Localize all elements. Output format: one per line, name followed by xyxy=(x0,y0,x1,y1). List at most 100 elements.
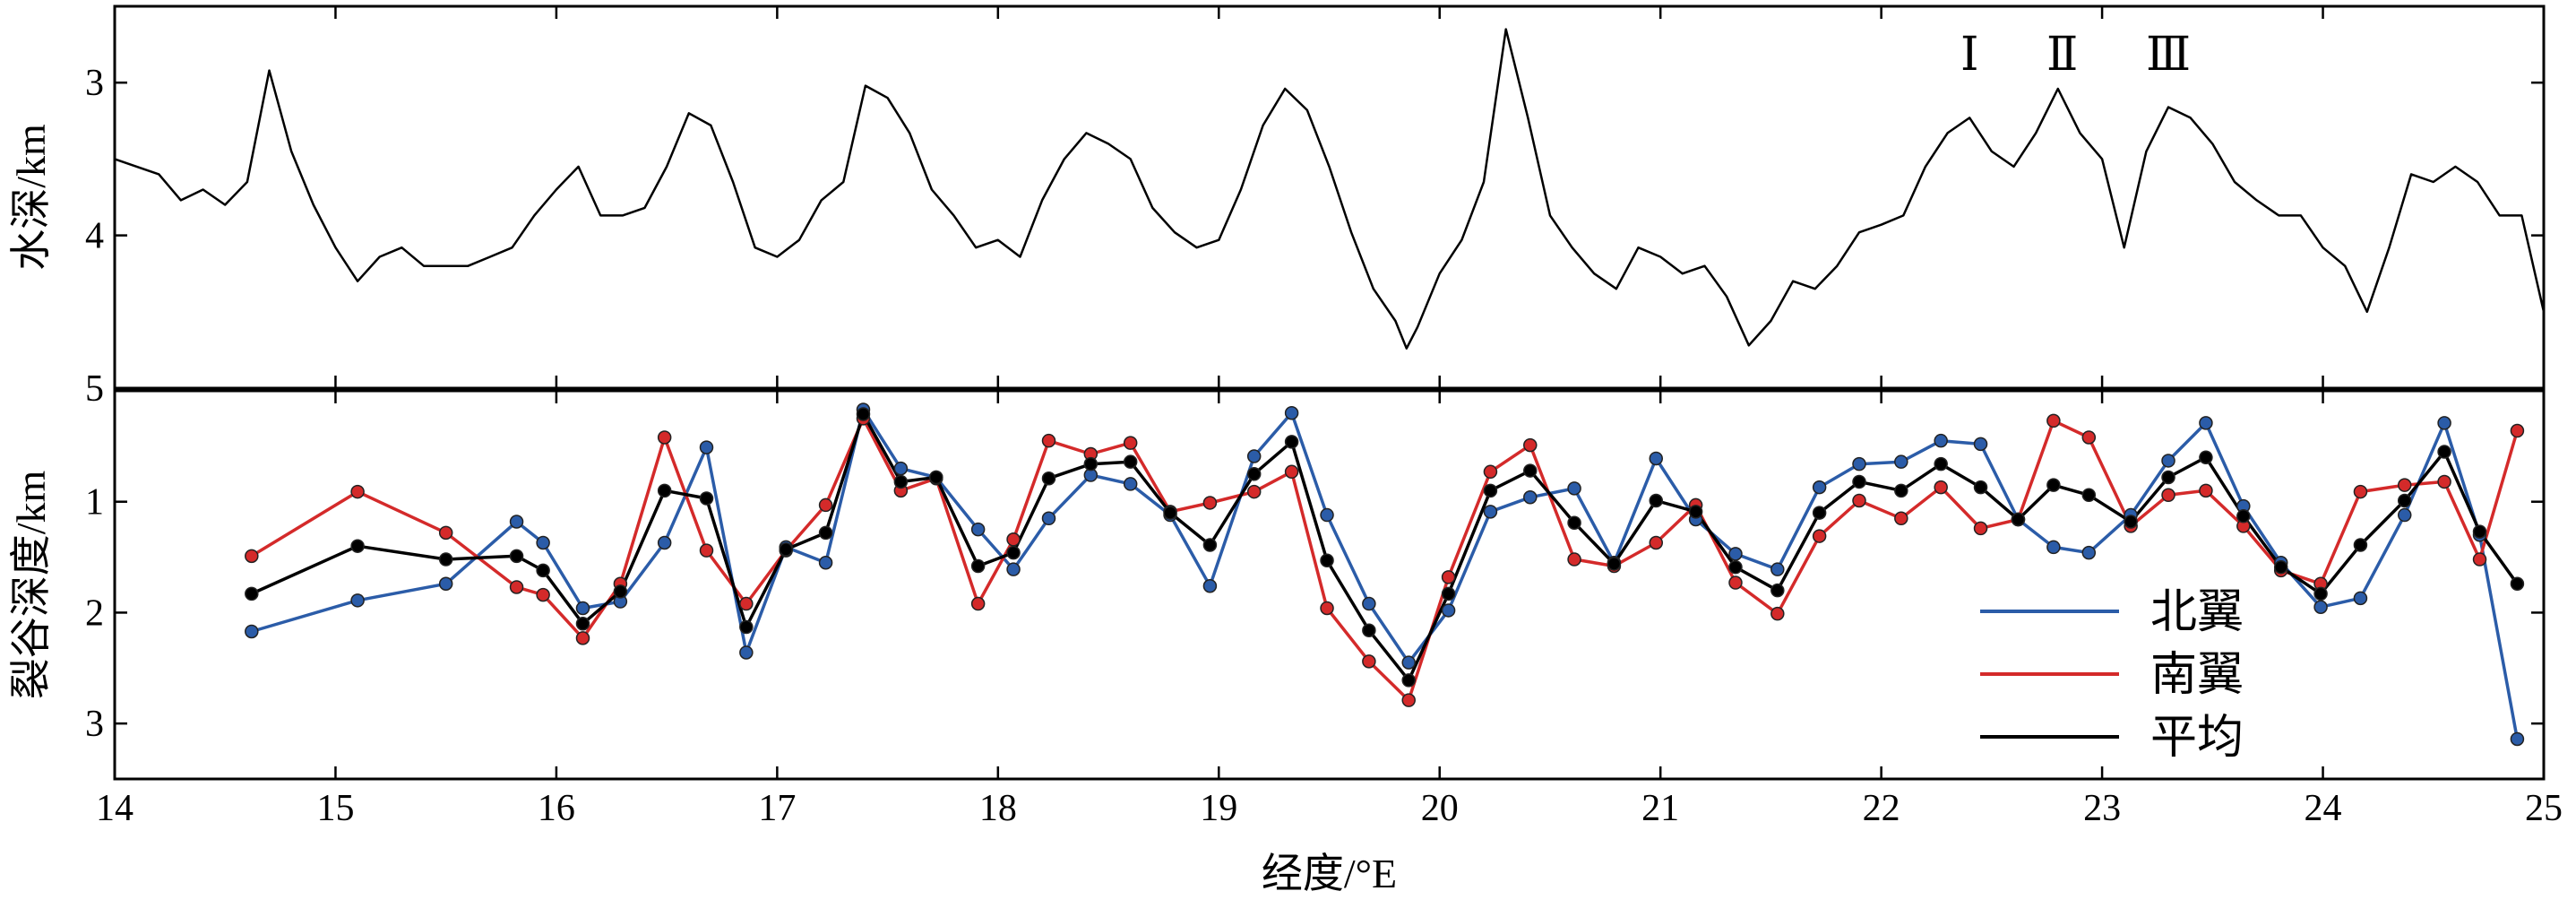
data-point xyxy=(1284,435,1299,449)
data-point xyxy=(1728,575,1743,590)
data-point xyxy=(509,549,524,564)
data-point xyxy=(1006,562,1021,576)
data-point xyxy=(2437,416,2451,430)
data-line xyxy=(114,28,2546,350)
data-point xyxy=(2353,538,2368,552)
x-tick-label: 24 xyxy=(2305,788,2342,829)
data-point xyxy=(1523,490,1538,505)
data-point xyxy=(1649,493,1664,508)
data-point xyxy=(575,617,590,631)
data-point xyxy=(779,542,793,557)
y-tick-label: 5 xyxy=(85,368,104,410)
data-point xyxy=(509,515,524,529)
data-point xyxy=(1483,464,1498,480)
x-tick-label: 15 xyxy=(316,788,354,829)
data-point xyxy=(818,556,833,570)
data-point xyxy=(2124,515,2138,529)
y-tick-label: 4 xyxy=(85,216,104,257)
x-tick-label: 17 xyxy=(758,788,796,829)
data-point xyxy=(1246,484,1262,499)
data-point xyxy=(536,563,550,578)
data-point xyxy=(2472,524,2487,539)
data-point xyxy=(1202,496,1218,510)
x-tick-label: 21 xyxy=(1641,788,1679,829)
data-point xyxy=(2273,559,2288,575)
data-point xyxy=(350,593,365,608)
data-point xyxy=(438,552,453,567)
data-point xyxy=(1934,456,1948,471)
data-point xyxy=(1483,505,1498,519)
data-point xyxy=(970,558,986,574)
data-point xyxy=(1284,464,1299,480)
data-point xyxy=(1523,437,1538,453)
data-point xyxy=(1523,463,1538,478)
data-point xyxy=(245,586,259,601)
data-point xyxy=(1973,521,1988,536)
x-tick-label: 14 xyxy=(96,788,134,829)
data-point xyxy=(1006,545,1021,560)
data-point xyxy=(1852,456,1866,471)
legend-label: 北翼 xyxy=(2150,587,2244,638)
plot-frame xyxy=(113,4,2546,390)
legend-label: 平均 xyxy=(2150,713,2244,764)
data-point xyxy=(2081,430,2097,445)
data-point xyxy=(2437,445,2451,459)
data-point xyxy=(245,624,259,639)
y-axis-label: 水深/km xyxy=(8,124,54,271)
data-point xyxy=(1006,532,1021,547)
data-point xyxy=(1812,506,1827,520)
data-point xyxy=(536,535,550,550)
data-point xyxy=(1973,437,1988,452)
data-point xyxy=(1812,480,1827,495)
data-point xyxy=(1852,474,1866,489)
data-point xyxy=(1246,467,1262,481)
data-point xyxy=(1649,451,1664,466)
annotation: Ⅰ xyxy=(1960,30,1979,81)
data-point xyxy=(856,407,871,421)
data-point xyxy=(893,474,909,489)
x-axis-label: 经度/°E xyxy=(1262,851,1397,896)
data-point xyxy=(1812,529,1827,543)
data-point xyxy=(1362,654,1376,669)
data-point xyxy=(1770,606,1785,621)
y-tick-label: 1 xyxy=(85,482,104,523)
data-point xyxy=(739,596,754,611)
data-point xyxy=(2199,450,2213,464)
data-point xyxy=(2397,478,2412,492)
data-point xyxy=(575,601,590,616)
data-point xyxy=(2011,512,2026,527)
data-point xyxy=(2397,507,2412,523)
legend-label: 南翼 xyxy=(2150,650,2244,701)
data-point xyxy=(536,587,550,602)
data-point xyxy=(350,539,365,553)
data-point xyxy=(1934,433,1948,448)
data-point xyxy=(1567,481,1581,496)
data-point xyxy=(818,525,833,541)
data-point xyxy=(1401,693,1416,707)
data-point xyxy=(2161,488,2175,503)
data-point xyxy=(1607,557,1622,571)
data-point xyxy=(2353,484,2368,499)
data-point xyxy=(1041,471,1056,486)
data-point xyxy=(657,483,672,498)
data-point xyxy=(1567,515,1581,530)
data-point xyxy=(1401,673,1416,688)
data-point xyxy=(2081,545,2097,560)
data-point xyxy=(2236,509,2251,523)
data-point xyxy=(1401,655,1416,670)
data-point xyxy=(1362,596,1376,611)
data-point xyxy=(1320,601,1334,616)
data-point xyxy=(1202,538,1218,552)
data-point xyxy=(1441,570,1456,584)
data-point xyxy=(1123,454,1138,469)
data-point xyxy=(1202,578,1218,593)
data-point xyxy=(1934,480,1948,495)
data-point xyxy=(438,576,453,592)
data-point xyxy=(1728,559,1743,575)
annotation: Ⅱ xyxy=(2046,30,2078,81)
x-tick-label: 16 xyxy=(538,788,575,829)
data-point xyxy=(1083,456,1098,471)
x-tick-label: 20 xyxy=(1421,788,1459,829)
data-point xyxy=(509,580,524,594)
